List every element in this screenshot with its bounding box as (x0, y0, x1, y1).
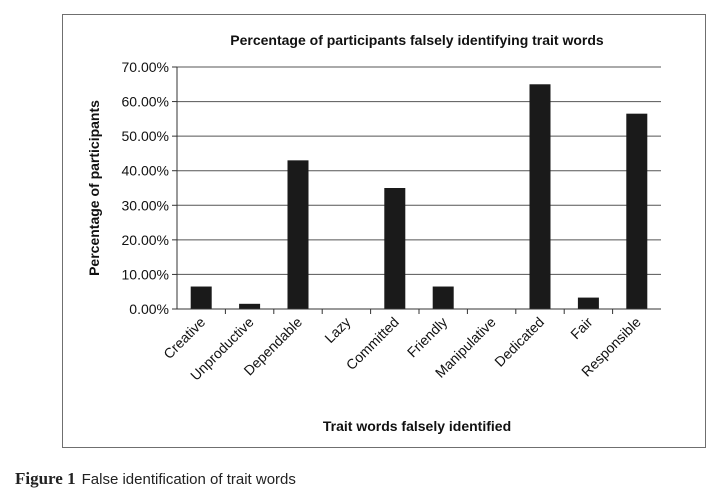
y-axis-ticks: 0.00% 10.00% 20.00% 30.00% 40.00% 50.00% 60.00… (122, 59, 177, 317)
bar-friendly (432, 286, 454, 309)
y-tick-label: 70.00% (122, 59, 169, 75)
bar-creative (190, 286, 212, 309)
x-tick-label-lazy: Lazy (321, 314, 353, 346)
y-tick-label: 60.00% (122, 94, 169, 110)
figure-caption-text: False identification of trait words (81, 471, 296, 488)
x-tick-label-fair: Fair (567, 314, 596, 343)
y-tick-label: 20.00% (122, 232, 169, 248)
gridlines (177, 66, 661, 275)
y-tick-label: 0.00% (129, 301, 169, 317)
figure-caption-label: Figure 1 (15, 469, 76, 488)
bar-committed (384, 188, 406, 309)
y-tick-label: 50.00% (122, 128, 169, 144)
y-tick-label: 40.00% (122, 163, 169, 179)
bar-chart: Percentage of participants falsely ident… (86, 32, 661, 434)
bar-unproductive (239, 303, 261, 309)
y-axis-label: Percentage of participants (86, 100, 102, 276)
bar-responsible (626, 113, 648, 310)
bar-dedicated (529, 84, 551, 310)
figure-caption: Figure 1 False identification of trait wo… (15, 469, 296, 489)
x-tick-label-committed: Committed (343, 314, 402, 373)
y-tick-label: 10.00% (122, 266, 169, 282)
bars (190, 84, 648, 310)
x-tick-label-dedicated: Dedicated (491, 314, 547, 370)
figure-frame (62, 14, 706, 448)
x-axis-label: Trait words falsely identified (323, 418, 511, 434)
y-tick-label: 30.00% (122, 197, 169, 213)
bar-fair (577, 297, 599, 309)
x-tick-label-friendly: Friendly (404, 314, 451, 361)
x-tick-label-creative: Creative (160, 314, 208, 362)
chart-title: Percentage of participants falsely ident… (230, 32, 604, 48)
bar-dependable (287, 160, 309, 309)
